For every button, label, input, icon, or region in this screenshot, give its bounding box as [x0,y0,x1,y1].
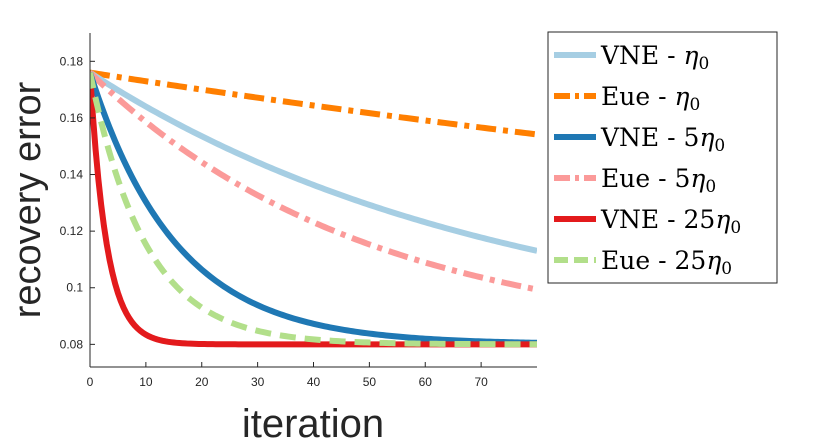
y-axis-title: recovery error [7,81,49,318]
series-line-eue-0 [90,69,537,138]
y-tick-label: 0.12 [60,224,84,238]
legend-entries: VNE - η0 Eue - η0 VNE - 5η0 Eue - 5η0 VNE - … [554,41,741,279]
x-axis-title: iteration [242,402,384,445]
series-line-eue-25-0 [90,72,537,348]
legend-item: VNE - 5η0 [554,123,725,156]
series-lines [90,69,537,348]
legend-item: VNE - η0 [554,41,709,74]
y-tick-label: 0.14 [60,168,84,182]
series-line-vne-5-0 [90,71,537,346]
legend-label: VNE - 25η0 [600,205,741,238]
legend-label: Eue - 5η0 [601,164,716,197]
y-tick-label: 0.16 [60,111,84,125]
x-tick-label: 40 [307,375,321,389]
x-tick-label: 10 [139,375,153,389]
legend-item: Eue - 25η0 [554,246,732,279]
legend-item: Eue - η0 [554,82,700,115]
legend-box [547,31,778,284]
y-tick-label: 0.1 [66,281,83,295]
x-tick-label: 60 [419,375,433,389]
legend-label: Eue - η0 [601,82,700,115]
y-tick-label: 0.18 [60,54,84,68]
plot-area: 0.08 0.1 0.12 0.14 0.16 0.18 0 10 20 30 40 50 60 70 [60,33,537,389]
legend: VNE - η0 Eue - η0 VNE - 5η0 Eue - 5η0 VNE - … [547,31,778,284]
y-tick-label: 0.08 [60,337,84,351]
x-tick-label: 30 [251,375,265,389]
x-tick-label: 20 [195,375,209,389]
x-tick-label: 0 [87,375,94,389]
x-tick-label: 70 [474,375,488,389]
y-ticks: 0.08 0.1 0.12 0.14 0.16 0.18 [60,54,95,351]
legend-item: VNE - 25η0 [554,205,741,238]
legend-label: VNE - 5η0 [600,123,725,156]
series-line-vne-0 [90,70,537,254]
x-tick-label: 50 [363,375,377,389]
legend-label: VNE - η0 [600,41,709,74]
legend-item: Eue - 5η0 [554,164,716,197]
legend-label: Eue - 25η0 [601,246,732,279]
x-ticks: 0 10 20 30 40 50 60 70 [87,362,488,389]
